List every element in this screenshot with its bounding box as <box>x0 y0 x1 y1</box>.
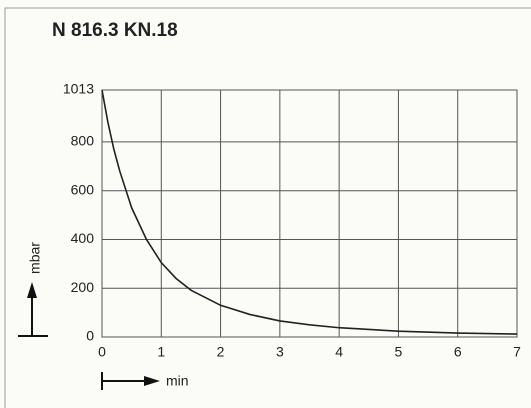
x-tick-label: 2 <box>217 344 225 360</box>
x-tick-label: 3 <box>276 344 284 360</box>
y-arrow <box>18 282 48 337</box>
x-tick-label: 5 <box>395 344 403 360</box>
x-arrow <box>101 372 160 390</box>
chart-title: N 816.3 KN.18 <box>52 20 178 41</box>
frame <box>4 7 531 408</box>
y-tick-label: 200 <box>71 279 95 295</box>
x-tick-label: 1 <box>157 344 165 360</box>
x-tick-label: 4 <box>335 344 343 360</box>
y-axis-label: mbar <box>27 242 43 274</box>
data-line <box>101 89 518 335</box>
x-tick-label: 6 <box>454 344 462 360</box>
y-tick-label: 400 <box>71 230 95 246</box>
x-tick-label: 7 <box>513 344 521 360</box>
x-tick-label: 0 <box>98 344 106 360</box>
x-axis-label: min <box>166 373 189 389</box>
y-tick-label: 1013 <box>63 81 94 97</box>
y-tick-label: 600 <box>71 181 95 197</box>
y-tick-label: 0 <box>86 328 94 344</box>
y-tick-label: 800 <box>71 133 95 149</box>
